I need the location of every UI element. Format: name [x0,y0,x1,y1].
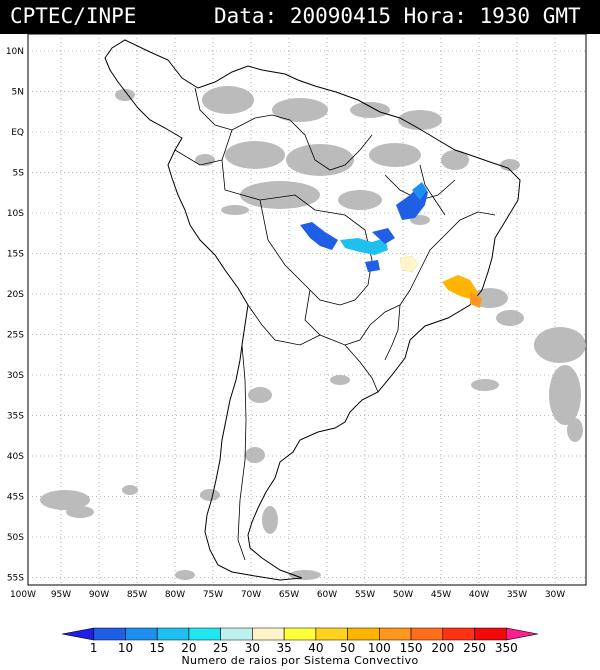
colorbar-tick-label: 350 [495,641,518,655]
lon-label: 70W [241,590,261,600]
lat-label: 10S [7,209,24,219]
colorbar-swatch [61,627,95,641]
colorbar-tick-label: 1 [90,641,98,655]
colorbar-tick-label: 150 [400,641,423,655]
colorbar-swatch [505,627,539,641]
lat-label: 10N [6,47,24,57]
lon-label: 30W [545,590,565,600]
lat-label: 55S [7,574,24,584]
lon-label: 65W [279,590,299,600]
colorbar-swatch [252,627,285,641]
colorbar-tick-label: 250 [463,641,486,655]
colorbar-tick-label: 50 [340,641,355,655]
colorbar-swatch [125,627,158,641]
colorbar-swatch [283,627,317,641]
lon-label: 45W [431,590,451,600]
datetime-label: Data: 20090415 Hora: 1930 GMT [214,4,581,28]
lat-label: 5S [13,169,25,179]
lon-label: 90W [89,590,109,600]
colorbar-tick-label: 10 [118,641,133,655]
country-borders [174,87,496,561]
title-bar: CPTEC/INPE Data: 20090415 Hora: 1930 GMT [0,0,600,34]
lon-label: 50W [393,590,413,600]
colorbar-swatch [188,627,221,641]
colorbar-tick-label: 100 [368,641,391,655]
lon-label: 55W [355,590,375,600]
lat-label: 25S [7,331,24,341]
lon-label: 40W [469,590,489,600]
colorbar-swatch [220,627,253,641]
colorbar-tick-label: 30 [245,641,260,655]
colorbar-caption: Numero de raios por Sistema Convectivo [181,654,419,667]
colorbar-swatch [156,627,190,641]
colorbar-swatch [315,627,348,641]
convective-systems [300,182,482,308]
lon-label: 75W [203,590,223,600]
lon-label: 60W [317,590,337,600]
lat-label: 20S [7,290,24,300]
lon-label: 85W [127,590,147,600]
colorbar-swatch [410,627,444,641]
lat-label: 35S [7,412,24,422]
lon-label: 100W [10,590,36,600]
colorbar-swatch [347,627,380,641]
colorbar-tick-label: 200 [431,641,454,655]
lat-label: 15S [7,250,24,260]
lat-label: 45S [7,493,24,503]
lat-label: 30S [7,371,24,381]
lon-label: 80W [165,590,185,600]
colorbar-tick-label: 20 [181,641,196,655]
grid-lines [28,34,586,585]
colorbar-swatch [379,627,412,641]
lon-label: 35W [507,590,527,600]
lon-label: 95W [51,590,71,600]
colorbar-tick-label: 35 [276,641,291,655]
colorbar: 1 10 15 20 25 30 35 40 50 100 150 200 250 350 [61,627,539,655]
colorbar-swatch [442,627,475,641]
colorbar-swatch [474,627,507,641]
continent-outline [104,39,521,581]
colorbar-swatch [93,627,126,641]
lat-label: 5N [12,88,24,98]
lat-label: 50S [7,533,24,543]
lat-label: 40S [7,452,24,462]
colorbar-tick-label: 15 [150,641,165,655]
axis-labels: 10N 5N EQ 5S 10S 15S 20S 25S 30S 35S 40S 45S 50S 55S 1… [6,47,565,600]
colorbar-tick-label: 40 [308,641,323,655]
source-label: CPTEC/INPE [10,4,137,28]
lat-label: EQ [11,128,24,138]
map-frame [27,33,587,586]
colorbar-tick-label: 25 [213,641,228,655]
